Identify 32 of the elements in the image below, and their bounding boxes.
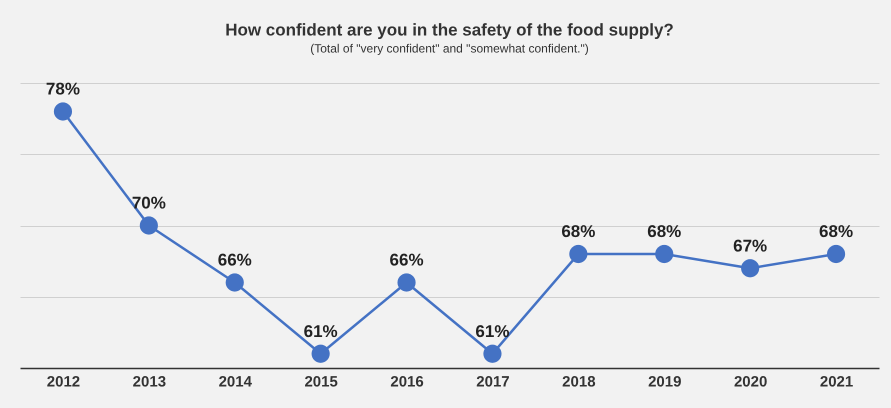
- x-tick-label: 2012: [46, 374, 80, 390]
- x-tick-label: 2016: [390, 374, 424, 390]
- point: [226, 273, 244, 292]
- point: [826, 244, 846, 264]
- point: [569, 244, 588, 264]
- data-label: 70%: [132, 194, 166, 212]
- data-label: 66%: [390, 250, 424, 270]
- chart-subtitle: (Total of "very confident" and "somewhat confident."): [310, 42, 589, 56]
- data-label: 68%: [561, 222, 596, 241]
- point: [397, 273, 416, 292]
- x-tick-label: 2018: [562, 374, 596, 390]
- x-tick-label: 2020: [734, 374, 768, 390]
- point: [741, 259, 760, 278]
- data-label: 68%: [647, 222, 682, 241]
- chart-title: How confident are you in the safety of the food supply?: [225, 20, 674, 40]
- data-label: 66%: [218, 250, 252, 270]
- point: [140, 216, 158, 235]
- x-tick-label: 2014: [218, 374, 253, 390]
- x-tick-label: 2015: [304, 374, 338, 390]
- data-label: 61%: [304, 322, 338, 341]
- point: [54, 102, 72, 121]
- point: [483, 344, 502, 363]
- data-label: 68%: [819, 222, 854, 241]
- data-label: 67%: [733, 236, 768, 256]
- data-label: 78%: [46, 80, 80, 98]
- x-tick-label: 2013: [132, 374, 166, 390]
- x-tick-label: 2021: [820, 374, 854, 390]
- point: [312, 344, 330, 363]
- data-label: 61%: [475, 322, 510, 341]
- point: [655, 244, 674, 264]
- x-tick-label: 2019: [648, 374, 682, 390]
- x-tick-label: 2017: [476, 374, 510, 390]
